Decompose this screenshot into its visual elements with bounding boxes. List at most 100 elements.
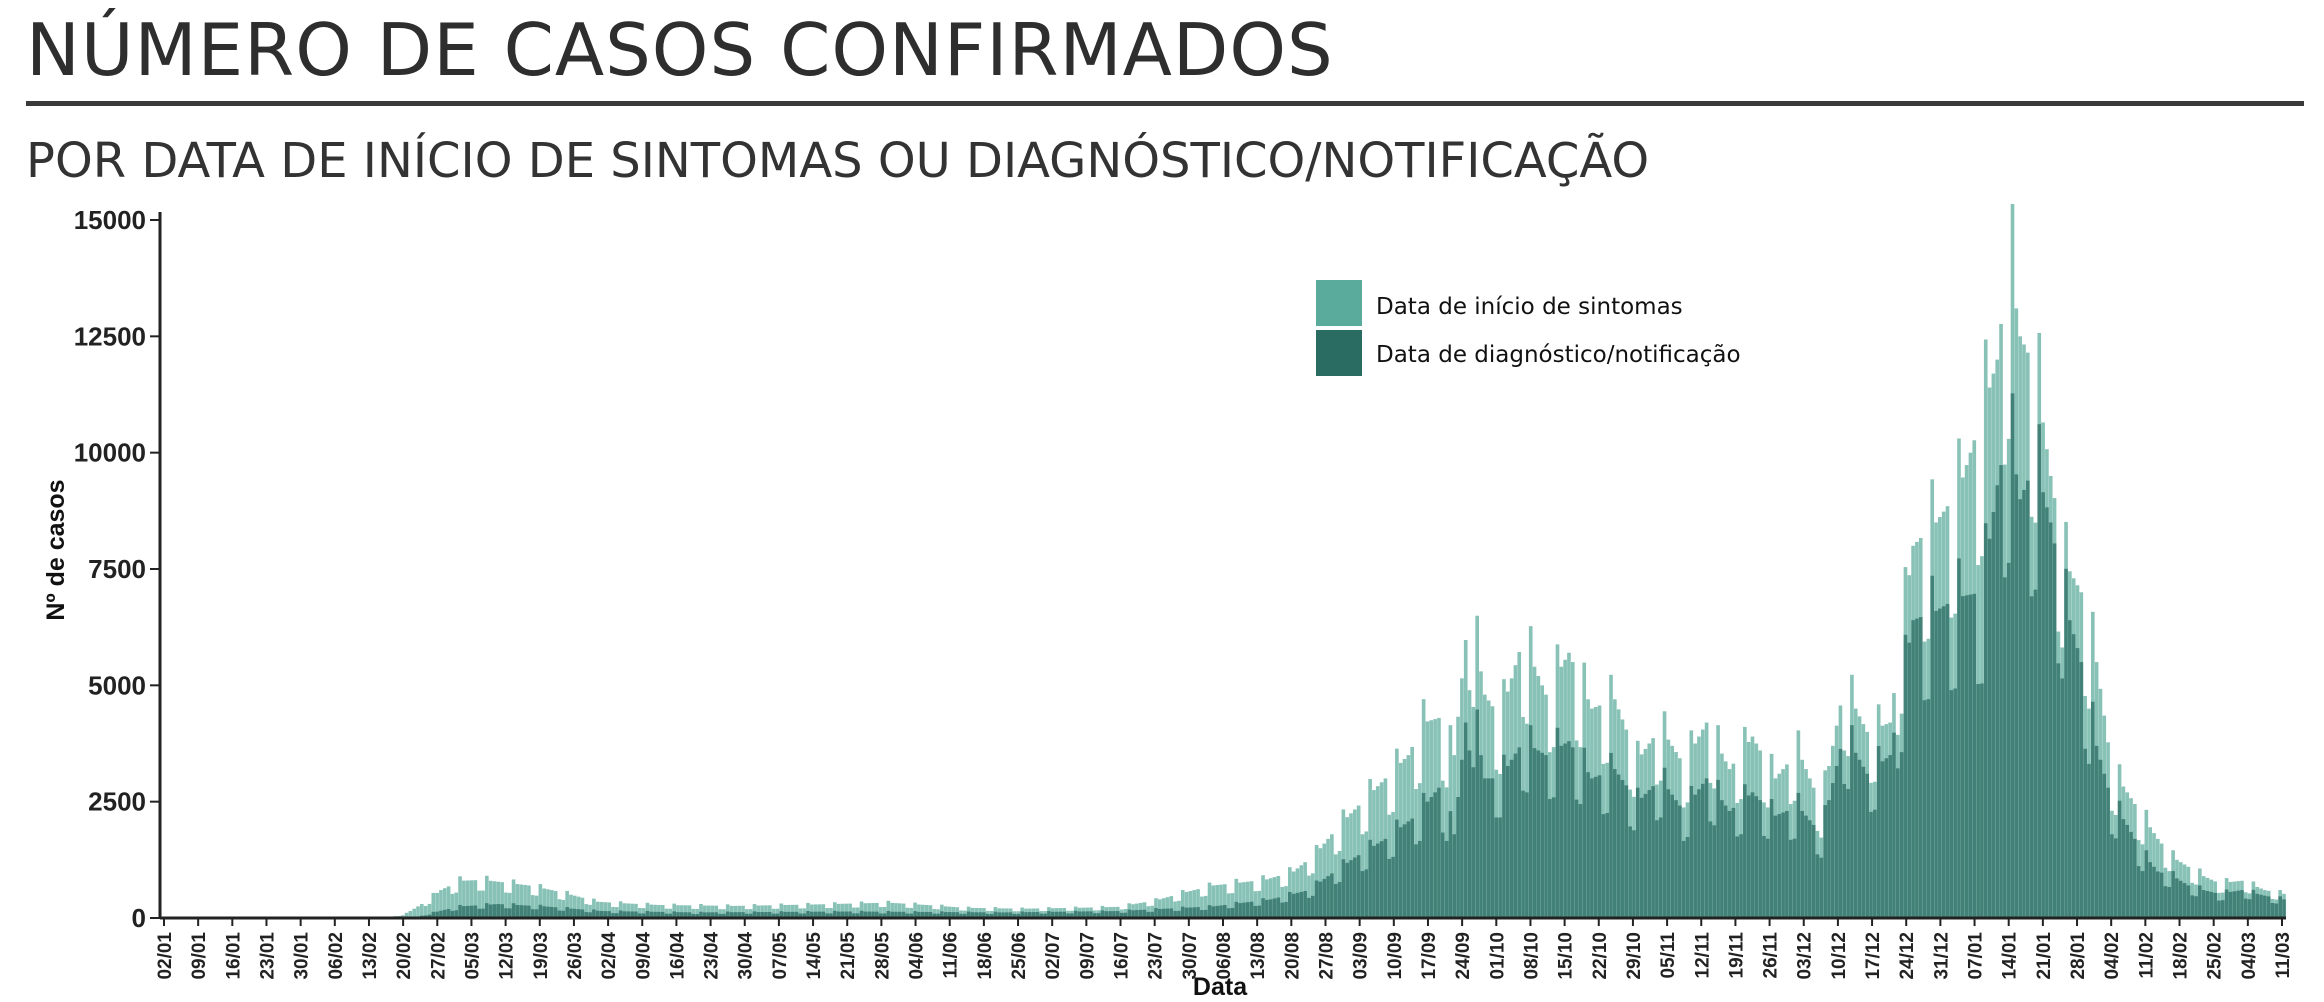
bar xyxy=(1001,912,1005,918)
bar xyxy=(653,911,657,918)
bar xyxy=(1173,901,1177,918)
bar xyxy=(488,880,493,918)
bar xyxy=(603,902,608,918)
x-tick-label: 21/01 xyxy=(2034,932,2055,980)
bar xyxy=(745,913,749,918)
bar xyxy=(626,903,631,918)
bar xyxy=(1697,789,1701,918)
x-tick-label: 13/08 xyxy=(1248,932,1269,980)
bar xyxy=(978,912,982,918)
bar xyxy=(2274,903,2279,918)
bar xyxy=(695,913,699,918)
bar xyxy=(737,912,742,918)
bar xyxy=(538,884,543,918)
bar xyxy=(733,905,738,918)
bar xyxy=(1670,794,1675,918)
bar xyxy=(901,903,906,918)
bar xyxy=(1609,752,1613,918)
x-tick-label: 09/01 xyxy=(189,932,210,980)
x-tick-label: 05/11 xyxy=(1658,932,1679,979)
bar xyxy=(485,903,489,918)
bar xyxy=(1712,825,1717,918)
bar xyxy=(611,913,615,918)
bar xyxy=(465,880,470,918)
bar xyxy=(420,904,424,918)
bar xyxy=(932,909,937,918)
bar xyxy=(477,908,481,918)
bar xyxy=(2098,759,2103,918)
series-diagnostico-notificacao xyxy=(416,393,2286,919)
bar xyxy=(1165,897,1170,918)
bar xyxy=(1077,911,1082,918)
bar xyxy=(1050,911,1055,918)
bar xyxy=(2033,589,2038,918)
bar xyxy=(2071,634,2076,918)
bar xyxy=(1024,912,1028,918)
bar xyxy=(2025,480,2030,918)
bar xyxy=(2125,824,2130,918)
bar xyxy=(924,911,929,918)
bar xyxy=(1310,895,1315,918)
x-tick-label: 02/01 xyxy=(155,932,176,980)
bar xyxy=(741,912,745,918)
x-tick-label: 14/01 xyxy=(2000,932,2021,980)
x-tick-label: 26/03 xyxy=(565,932,586,980)
bar xyxy=(2121,819,2126,918)
bar xyxy=(787,904,791,918)
bar xyxy=(764,912,768,918)
y-tick-label: 7500 xyxy=(88,554,146,584)
bar xyxy=(840,903,845,918)
bar xyxy=(1700,783,1705,918)
bar xyxy=(1008,912,1013,918)
bar xyxy=(473,880,478,918)
bar xyxy=(1861,766,1866,918)
x-tick-label: 11/02 xyxy=(2136,932,2157,979)
bar xyxy=(1234,878,1239,918)
bar xyxy=(1938,608,1942,918)
bar xyxy=(1628,826,1632,918)
bar xyxy=(2083,748,2087,918)
bar xyxy=(2056,663,2061,918)
bar xyxy=(710,912,715,918)
bar xyxy=(2282,899,2286,918)
y-tick-label: 15000 xyxy=(74,205,146,235)
x-tick-label: 19/11 xyxy=(1726,932,1747,979)
bar xyxy=(2041,492,2045,918)
bar xyxy=(2052,543,2057,918)
bar xyxy=(462,880,466,918)
x-tick-label: 02/07 xyxy=(1043,932,1064,980)
bar xyxy=(1857,759,1862,918)
bar xyxy=(706,905,711,918)
bar xyxy=(1796,792,1801,918)
bar xyxy=(1536,750,1541,918)
bar xyxy=(1865,773,1870,918)
bar xyxy=(2129,831,2133,918)
bar xyxy=(1165,908,1170,918)
bar xyxy=(469,905,474,918)
bar xyxy=(1142,909,1147,918)
bar xyxy=(622,911,627,918)
bar xyxy=(1639,797,1644,918)
bar xyxy=(1398,827,1403,918)
bar xyxy=(1704,778,1709,918)
bar xyxy=(2186,885,2191,918)
bar xyxy=(1383,838,1388,918)
bar xyxy=(504,892,508,918)
bar xyxy=(702,905,707,918)
bar xyxy=(1762,835,1766,918)
bar xyxy=(1173,910,1177,918)
bar xyxy=(687,905,692,918)
bar xyxy=(423,905,428,918)
bar xyxy=(783,904,787,918)
bar xyxy=(1716,779,1720,918)
bar xyxy=(542,906,546,918)
bar xyxy=(1192,907,1197,918)
bar xyxy=(553,891,558,918)
bar xyxy=(1299,865,1304,918)
x-tick-label: 12/11 xyxy=(1692,932,1713,979)
bar xyxy=(2182,883,2187,918)
bar xyxy=(1934,610,1938,918)
bar xyxy=(672,903,677,918)
bar xyxy=(699,911,703,918)
bar xyxy=(1108,911,1112,918)
